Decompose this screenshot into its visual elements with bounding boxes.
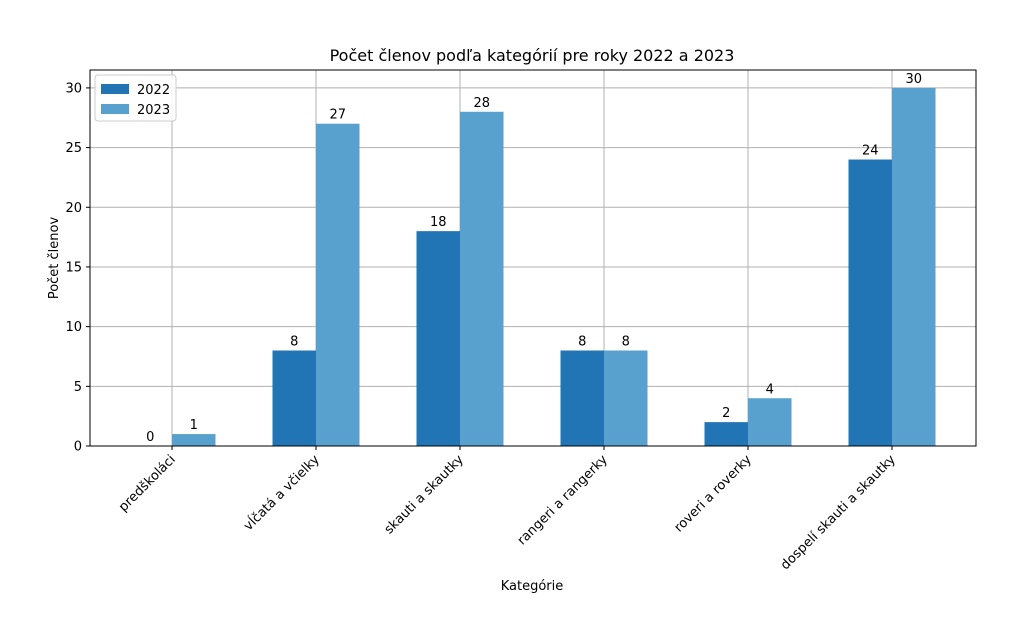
data-label: 0 <box>146 430 154 445</box>
y-tick-label: 0 <box>74 440 82 455</box>
data-label: 30 <box>905 72 922 87</box>
data-label: 2 <box>722 406 730 421</box>
legend-swatch-2023 <box>101 104 129 114</box>
data-labels: 0 8 18 8 2 24 1 27 28 8 4 30 <box>146 72 922 445</box>
data-label: 27 <box>329 108 346 123</box>
x-axis: predškoláci vĺčatá a včielky skauti a skau… <box>116 446 899 573</box>
x-tick-label: skauti a skautky <box>382 452 467 537</box>
y-tick-label: 25 <box>65 141 82 156</box>
bar-2023 <box>892 87 936 447</box>
y-axis-title: Počet členov <box>47 217 62 300</box>
x-tick-label: dospelí skauti a skautky <box>778 452 899 573</box>
legend-label-2023: 2023 <box>137 103 170 118</box>
x-tick-label: predškoláci <box>116 452 179 515</box>
x-tick-label: vĺčatá a včielky <box>240 451 323 534</box>
bar-2022 <box>272 350 316 446</box>
bar-2022 <box>560 350 604 446</box>
x-axis-title: Kategórie <box>501 579 564 594</box>
legend-label-2022: 2022 <box>137 83 170 98</box>
x-tick-label: roveri a roverky <box>672 452 755 535</box>
y-tick-label: 15 <box>65 260 82 275</box>
y-axis: 0 5 10 15 20 25 30 <box>65 81 90 455</box>
y-tick-label: 10 <box>65 320 82 335</box>
grid-lines <box>90 70 976 447</box>
y-tick-label: 20 <box>65 201 82 216</box>
data-label: 24 <box>862 144 879 159</box>
plot-frame <box>89 69 977 447</box>
bar-2023 <box>316 123 360 446</box>
y-tick-label: 5 <box>74 380 82 395</box>
bars <box>172 87 936 447</box>
legend-swatch-2022 <box>101 84 129 94</box>
data-label: 1 <box>190 418 198 433</box>
legend: 2022 2023 <box>94 74 177 122</box>
data-label: 8 <box>622 335 630 350</box>
bar-2022 <box>704 422 748 446</box>
data-label: 28 <box>473 96 490 111</box>
bar-2023 <box>748 398 792 446</box>
bar-2023 <box>460 111 504 447</box>
bar-2023 <box>172 434 216 446</box>
y-tick-label: 30 <box>65 81 82 96</box>
data-label: 8 <box>578 335 586 350</box>
chart-title: Počet členov podľa kategórií pre roky 20… <box>330 46 735 65</box>
bar-2022 <box>416 231 460 446</box>
x-tick-label: rangeri a rangerky <box>515 452 611 548</box>
data-label: 18 <box>430 215 447 230</box>
bar-2022 <box>848 159 892 446</box>
data-label: 4 <box>766 382 774 397</box>
data-label: 8 <box>290 335 298 350</box>
bar-2023 <box>604 350 648 446</box>
